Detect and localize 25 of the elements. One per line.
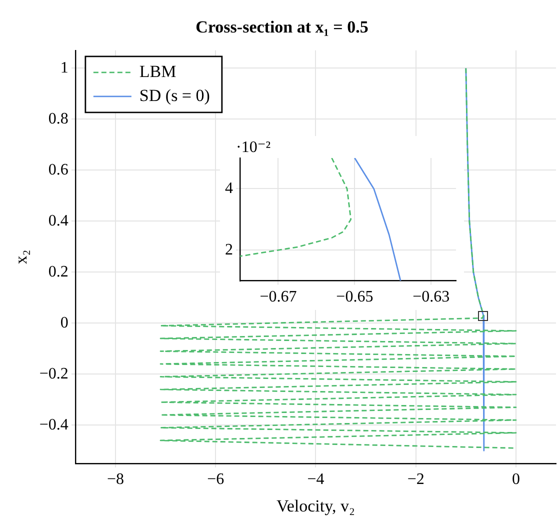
x-tick-label: −6 bbox=[207, 471, 224, 488]
y-tick-label: 0.6 bbox=[48, 161, 68, 178]
x-tick-label: −0.65 bbox=[336, 288, 374, 306]
y-tick-label: 0.2 bbox=[48, 263, 68, 280]
y-tick-label: 4 bbox=[225, 180, 233, 197]
x-tick-label: 0 bbox=[512, 471, 520, 488]
x-tick-label: −4 bbox=[307, 471, 324, 488]
x-tick-label: −2 bbox=[407, 471, 424, 488]
line-series bbox=[240, 158, 352, 257]
y-tick-label: 0.8 bbox=[48, 110, 68, 128]
y-tick-label: −0.4 bbox=[39, 416, 68, 434]
chart-title: Cross-section at x₁ = 0.5 bbox=[196, 18, 368, 37]
legend-label: LBM bbox=[139, 62, 176, 81]
annotation: ·10⁻² bbox=[236, 139, 271, 156]
y-tick-label: 1 bbox=[60, 59, 68, 76]
y-tick-label: −0.2 bbox=[39, 365, 68, 382]
x-tick-label: −0.67 bbox=[260, 288, 297, 306]
x-axis-title: Velocity, v₂ bbox=[276, 496, 355, 516]
y-tick-label: 0.4 bbox=[48, 212, 68, 230]
legend-label: SD (s = 0) bbox=[139, 86, 210, 105]
y-axis-title: x₂ bbox=[12, 250, 31, 264]
x-tick-label: −8 bbox=[106, 471, 124, 488]
x-tick-label: −0.63 bbox=[412, 288, 450, 306]
y-tick-label: 0 bbox=[60, 314, 68, 332]
y-tick-label: 2 bbox=[225, 241, 233, 258]
